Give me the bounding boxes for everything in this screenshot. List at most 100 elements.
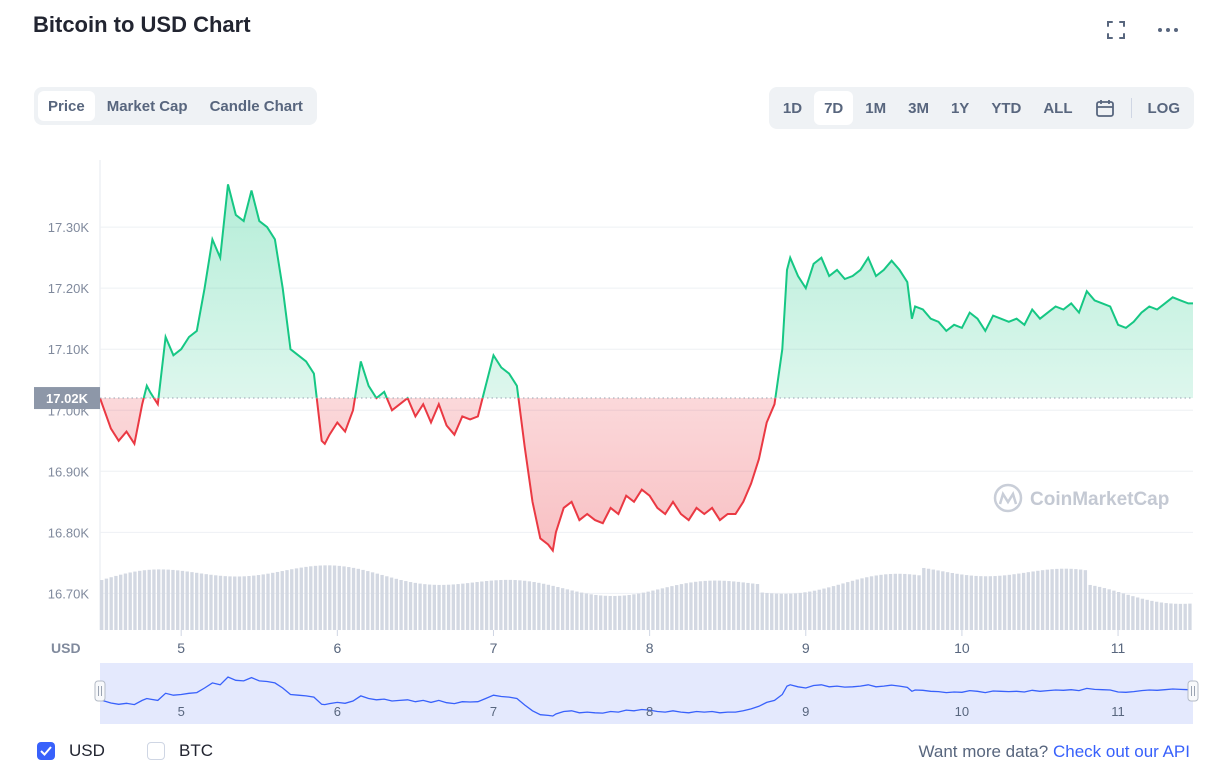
volume-bar [432,584,437,630]
volume-bar [1012,574,1016,630]
volume-bar [171,569,175,630]
volume-bar [789,593,793,630]
tab-candle-chart[interactable]: Candle Chart [209,97,303,115]
volume-bar [632,594,636,630]
volume-bar [152,569,156,630]
volume-bar [560,588,565,630]
price-chart[interactable]: 16.70K16.80K16.90K17.00K17.10K17.20K17.3… [0,140,1216,740]
navigator-tick-label: 5 [178,704,185,719]
volume-bar [465,583,470,630]
volume-bar [893,573,897,630]
volume-bar [541,583,546,630]
calendar-icon[interactable] [1085,91,1125,125]
volume-bar [1116,592,1121,630]
volume-bar [522,580,527,630]
volume-bar [713,580,717,630]
volume-bar [161,569,166,630]
volume-bar [484,581,489,630]
usd-toggle[interactable]: USD [37,741,105,761]
volume-bar [285,570,289,630]
volume-bar [1178,603,1183,630]
navigator-line [99,676,1193,717]
volume-bar [508,579,513,630]
tab-price[interactable]: Price [38,91,95,121]
area-below-baseline [100,398,1193,551]
volume-bar [242,576,246,630]
volume-bar [760,592,764,630]
volume-bar [380,574,384,630]
volume-bar [1007,574,1012,630]
volume-bar [817,589,821,630]
volume-bar [290,569,294,630]
volume-bar [546,584,551,630]
btc-checkbox[interactable] [147,742,165,760]
volume-bar [798,592,802,630]
volume-bar [879,574,883,630]
volume-bar [456,584,460,630]
volume-bar [698,581,703,630]
volume-bar [176,570,180,630]
separator [1130,98,1132,118]
y-tick-label: 16.70K [48,586,90,601]
volume-bar [727,581,731,630]
range-all[interactable]: ALL [1043,99,1073,117]
volume-bar [133,571,137,630]
volume-bar [960,574,964,630]
x-tick-label: 7 [490,640,498,656]
tab-market-cap[interactable]: Market Cap [106,97,188,115]
more-icon[interactable] [1156,18,1180,42]
volume-bar [565,589,570,630]
btc-toggle[interactable]: BTC [147,741,213,761]
volume-bar [945,572,950,630]
volume-bar [370,572,375,630]
volume-bar [332,565,337,630]
range-1d[interactable]: 1D [782,99,803,117]
volume-bar [998,575,1002,630]
navigator-handle-left[interactable] [94,680,106,702]
range-3m[interactable]: 3M [908,99,929,117]
x-tick-label: 5 [177,640,185,656]
y-tick-label: 17.10K [48,342,90,357]
usd-label: USD [69,741,105,760]
navigator-tick-label: 6 [334,704,341,719]
volume-bar [503,579,508,630]
volume-bar [651,590,655,630]
x-tick-label: 6 [333,640,341,656]
api-link[interactable]: Check out our API [1052,742,1190,761]
volume-bar [646,591,650,630]
volume-bar [190,572,194,630]
volume-bar [808,591,812,630]
navigator-handle-right[interactable] [1187,680,1199,702]
volume-bar [1135,597,1140,630]
volume-bar [1078,569,1083,630]
volume-bar [1055,568,1059,630]
volume-bar [1074,569,1078,630]
range-1y[interactable]: 1Y [950,99,970,117]
volume-bar [912,574,916,630]
volume-bar [926,568,931,630]
volume-bar [722,580,726,630]
volume-bar [399,579,403,630]
volume-bar [988,576,993,630]
volume-bar [831,586,836,630]
y-tick-label: 16.80K [48,525,90,540]
volume-bar [765,592,769,630]
time-range-tabs: 1D 7D 1M 3M 1Y YTD ALL LOG [768,87,1194,129]
volume-bar [309,566,313,630]
volume-bar [252,575,256,630]
volume-bar [347,567,351,630]
volume-bar [204,574,208,630]
range-ytd[interactable]: YTD [991,99,1022,117]
volume-bar [812,590,817,630]
usd-checkbox[interactable] [37,742,55,760]
volume-bar [679,584,684,630]
range-7d[interactable]: 7D [814,91,854,125]
volume-bar [608,595,612,630]
volume-bar [100,580,104,630]
volume-bar [822,588,826,630]
x-tick-label: 9 [802,640,810,656]
fullscreen-icon[interactable] [1104,18,1128,42]
range-1m[interactable]: 1M [865,99,887,117]
price-line-up [100,184,1193,399]
log-toggle[interactable]: LOG [1147,99,1181,117]
